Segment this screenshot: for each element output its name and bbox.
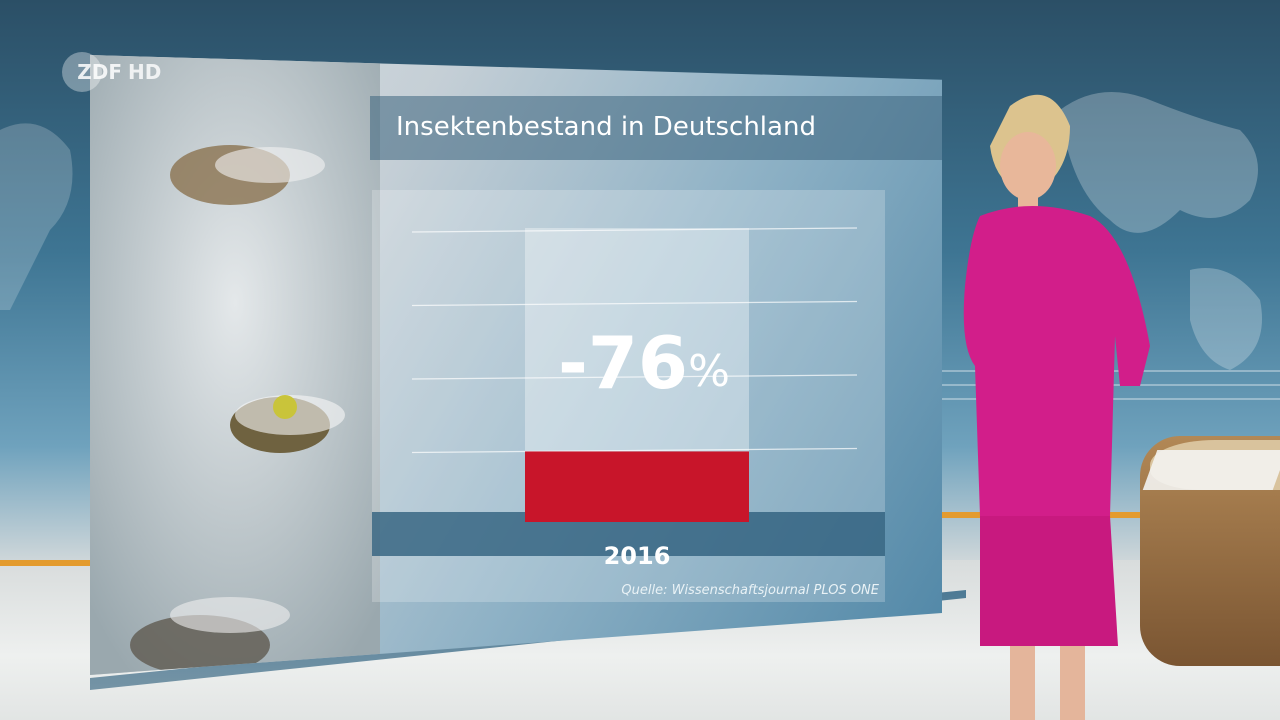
- bar-2016: [525, 451, 749, 522]
- chart-title-bar: Insektenbestand in Deutschland: [370, 96, 942, 160]
- x-tick-label: 2016: [604, 542, 671, 570]
- world-map-background: [1060, 92, 1262, 370]
- gridline: [411, 447, 858, 454]
- source-text: Quelle: Wissenschaftsjournal PLOS ONE: [621, 583, 879, 598]
- bar-chart: -76 % 2016: [411, 227, 858, 570]
- chart-title: Insektenbestand in Deutschland: [396, 112, 816, 142]
- change-annotation-unit: %: [688, 346, 730, 397]
- gridline: [411, 374, 858, 380]
- gridline: [411, 300, 858, 307]
- change-annotation: -76: [558, 321, 688, 405]
- bee-photo: [90, 55, 380, 675]
- presenter: [963, 94, 1150, 720]
- gridline: [411, 227, 858, 233]
- channel-logo-disc: ZDF: [62, 52, 122, 92]
- desk-papers: [1142, 450, 1280, 490]
- source-note: Quelle: Wissenschaftsjournal PLOS ONE: [372, 583, 885, 598]
- floor-accent-stripe: [0, 560, 100, 566]
- channel-logo-suffix: HD: [128, 60, 162, 84]
- channel-logo-text: ZDF: [77, 60, 122, 84]
- world-map-background-left: [0, 123, 73, 310]
- channel-logo: ZDF HD: [62, 52, 161, 92]
